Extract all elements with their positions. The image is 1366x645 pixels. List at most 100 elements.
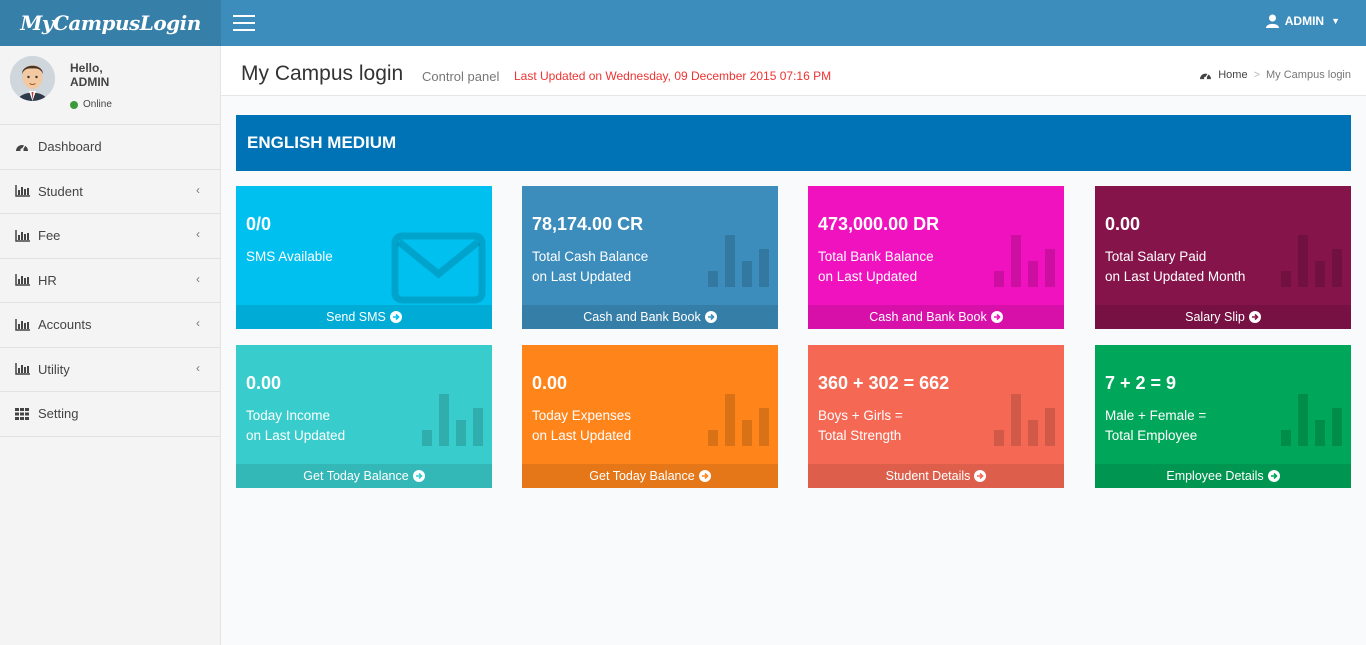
stat-box-cash-balance: 78,174.00 CR Total Cash Balance on Last Up… (522, 186, 778, 329)
avatar (10, 56, 55, 101)
stat-value: 0/0 (246, 214, 272, 234)
stat-label: Total Salary Paid on Last Updated Month (1105, 247, 1245, 287)
chevron-left-icon: ‹ (196, 360, 200, 375)
sidebar-item-label: Utility (38, 361, 70, 377)
arrow-circle-right-icon (389, 311, 402, 323)
content-header: My Campus login Control panel Last Updat… (221, 46, 1366, 96)
stat-label: Today Income on Last Updated (246, 406, 345, 446)
caret-down-icon: ▼ (1331, 16, 1340, 26)
stat-label-line: Total Bank Balance (818, 249, 934, 264)
bar-chart-icon (990, 233, 1060, 294)
grid-icon (15, 407, 31, 420)
stat-footer-link[interactable]: Cash and Bank Book (522, 305, 778, 329)
stat-label-line: Total Employee (1105, 428, 1198, 443)
stat-label: Total Bank Balance on Last Updated (818, 247, 934, 287)
user-info: Hello, ADMIN (70, 61, 109, 89)
sidebar-item-setting[interactable]: Setting (0, 392, 220, 437)
status-text: Online (83, 99, 112, 110)
chevron-left-icon: ‹ (196, 271, 200, 286)
stat-value: 0.00 (1105, 214, 1141, 234)
stat-footer-label: Student Details (885, 469, 971, 483)
user-panel: Hello, ADMIN Online (0, 46, 220, 125)
stat-label-line: on Last Updated (246, 428, 346, 443)
arrow-circle-right-icon (704, 311, 717, 323)
bar-chart-icon (704, 392, 774, 453)
user-menu-label: ADMIN (1284, 14, 1325, 28)
online-status[interactable]: Online (70, 99, 112, 110)
stat-box-student-strength: 360 + 302 = 662 Boys + Girls = Total Stren… (808, 345, 1064, 488)
sidebar-item-label: Accounts (38, 317, 92, 333)
stat-footer-link[interactable]: Get Today Balance (236, 464, 492, 488)
greeting-text: Hello, (70, 61, 103, 75)
arrow-circle-right-icon (1248, 311, 1261, 323)
stat-box-salary: 0.00 Total Salary Paid on Last Updated Mon… (1095, 186, 1351, 329)
stat-value: 0.00 (532, 373, 568, 393)
app-logo[interactable]: MyCampusLogin (0, 0, 221, 46)
bar-chart-icon (1277, 392, 1347, 453)
stat-label-line: Total Strength (818, 428, 902, 443)
stat-footer-label: Employee Details (1166, 469, 1264, 483)
stat-label: SMS Available (246, 247, 333, 267)
stat-footer-label: Cash and Bank Book (583, 310, 701, 324)
sidebar-item-accounts[interactable]: Accounts ‹ (0, 303, 220, 348)
stat-label: Male + Female = Total Employee (1105, 406, 1206, 446)
user-menu-dropdown[interactable]: ADMIN ▼ (1265, 14, 1340, 28)
stat-footer-link[interactable]: Send SMS (236, 305, 492, 329)
envelope-icon (391, 232, 486, 309)
sidebar: Hello, ADMIN Online Dashboard Student ‹ … (0, 46, 221, 645)
sidebar-item-label: HR (38, 272, 57, 288)
stat-label-line: on Last Updated (818, 269, 918, 284)
breadcrumb-current: My Campus login (1266, 69, 1351, 81)
sidebar-item-label: Dashboard (38, 139, 102, 155)
stat-footer-link[interactable]: Get Today Balance (522, 464, 778, 488)
sidebar-item-label: Student (38, 183, 83, 199)
dashboard-icon (1200, 72, 1212, 80)
stat-label-line: Male + Female = (1105, 408, 1207, 423)
user-icon (1265, 14, 1279, 28)
breadcrumb-separator: > (1253, 69, 1261, 81)
chevron-left-icon: ‹ (196, 182, 200, 197)
sidebar-item-student[interactable]: Student ‹ (0, 170, 220, 214)
stat-label-line: Total Cash Balance (532, 249, 649, 264)
bar-chart-icon (15, 274, 31, 286)
stat-footer-label: Salary Slip (1185, 310, 1245, 324)
user-name: ADMIN (70, 75, 110, 89)
stat-value: 473,000.00 DR (818, 214, 940, 234)
bar-chart-icon (15, 363, 31, 375)
stat-label-line: on Last Updated (532, 269, 632, 284)
arrow-circle-right-icon (698, 470, 711, 482)
breadcrumb-home-link[interactable]: Home (1218, 69, 1248, 81)
stat-footer-link[interactable]: Cash and Bank Book (808, 305, 1064, 329)
bar-chart-icon (15, 229, 31, 242)
stat-footer-label: Get Today Balance (303, 469, 409, 483)
stat-box-sms: 0/0 SMS Available Send SMS (236, 186, 492, 329)
arrow-circle-right-icon (412, 470, 425, 482)
stat-box-today-income: 0.00 Today Income on Last Updated Get Today… (236, 345, 492, 488)
sidebar-toggle-icon[interactable] (233, 15, 255, 31)
sidebar-item-utility[interactable]: Utility ‹ (0, 348, 220, 392)
stat-footer-link[interactable]: Salary Slip (1095, 305, 1351, 329)
sidebar-item-label: Fee (38, 228, 61, 244)
stat-value: 7 + 2 = 9 (1105, 373, 1177, 393)
stat-label-line: Total Salary Paid (1105, 249, 1207, 264)
stat-footer-link[interactable]: Student Details (808, 464, 1064, 488)
sidebar-item-dashboard[interactable]: Dashboard (0, 125, 220, 170)
sidebar-item-fee[interactable]: Fee ‹ (0, 214, 220, 259)
stat-value: 360 + 302 = 662 (818, 373, 950, 393)
stat-label-line: Today Expenses (532, 408, 632, 423)
bar-chart-icon (1277, 233, 1347, 294)
stat-label-line: Boys + Girls = (818, 408, 903, 423)
chevron-left-icon: ‹ (196, 316, 200, 330)
sidebar-item-hr[interactable]: HR ‹ (0, 259, 220, 303)
page-subtitle: Control panel (422, 69, 500, 84)
stat-label-line: on Last Updated Month (1105, 269, 1246, 284)
bar-chart-icon (990, 392, 1060, 453)
stat-footer-link[interactable]: Employee Details (1095, 464, 1351, 488)
stat-box-bank-balance: 473,000.00 DR Total Bank Balance on Last U… (808, 186, 1064, 329)
stat-footer-label: Get Today Balance (589, 469, 695, 483)
section-banner: ENGLISH MEDIUM (236, 115, 1351, 171)
bar-chart-icon (15, 185, 31, 197)
page-title: My Campus login (241, 62, 404, 85)
arrow-circle-right-icon (1267, 470, 1280, 482)
sidebar-item-label: Setting (38, 406, 79, 422)
